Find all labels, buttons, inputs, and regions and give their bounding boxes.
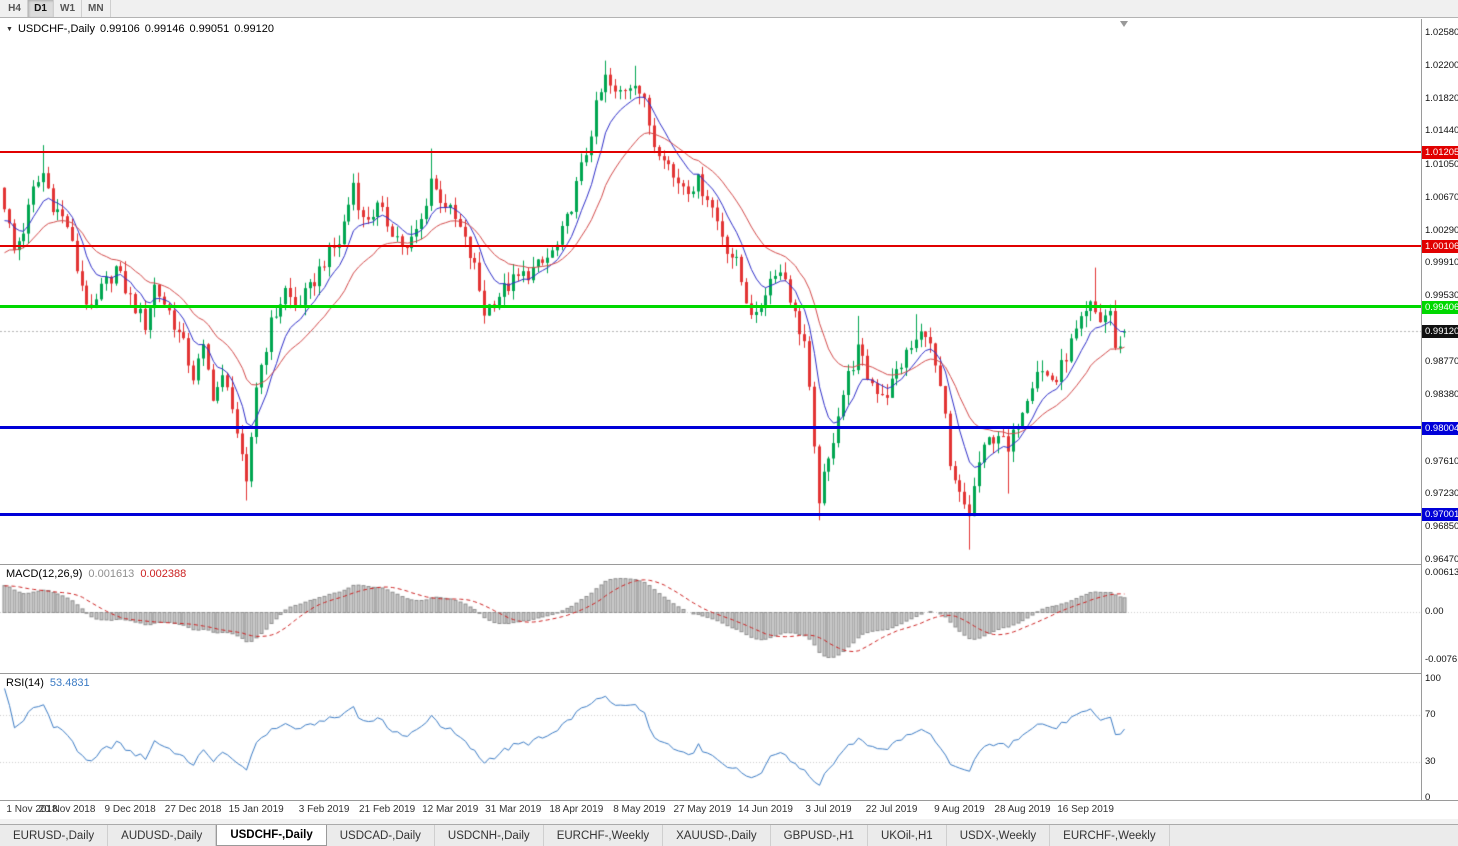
time-axis-label: 15 Jan 2019 — [228, 804, 284, 815]
macd-panel-separator[interactable] — [0, 564, 1458, 565]
price-axis-label: 0.99910 — [1425, 257, 1458, 268]
price-axis-label: 1.02580 — [1425, 27, 1458, 38]
chart-dropdown-icon[interactable]: ▼ — [6, 25, 13, 33]
time-axis-label: 8 May 2019 — [613, 804, 666, 815]
price-level-badge: 1.01205 — [1422, 146, 1458, 159]
rsi-axis-label: 100 — [1425, 673, 1441, 684]
chart-tab-eurchf-weekly[interactable]: EURCHF-,Weekly — [543, 825, 664, 846]
price-axis-label: 1.01440 — [1425, 125, 1458, 136]
price-level-badge: 0.98004 — [1422, 422, 1458, 435]
price-axis[interactable]: 1.02580 1.02200 1.01820 1.01440 1.01050 1.006… — [1421, 19, 1458, 803]
chart-tab-usdx-weekly[interactable]: USDX-,Weekly — [946, 825, 1051, 846]
chart-symbol-label: USDCHF-,Daily — [17, 23, 95, 35]
time-axis-label: 18 Apr 2019 — [549, 804, 604, 815]
time-axis-label: 31 Mar 2019 — [485, 804, 542, 815]
macd-panel-canvas[interactable] — [0, 565, 1421, 673]
rsi-header: RSI(14) 53.4831 — [6, 677, 90, 689]
price-axis-label: 1.01050 — [1425, 159, 1458, 170]
rsi-axis-label: 70 — [1425, 709, 1436, 720]
macd-axis-label: 0.00613 — [1425, 567, 1458, 578]
timeframe-button-d1[interactable]: D1 — [28, 0, 54, 17]
price-axis-label: 1.00670 — [1425, 192, 1458, 203]
time-axis-label: 12 Mar 2019 — [422, 804, 479, 815]
time-axis-label: 28 Aug 2019 — [994, 804, 1051, 815]
rsi-axis-label: 0 — [1425, 792, 1431, 803]
time-axis-label: 9 Dec 2018 — [104, 804, 156, 815]
macd-header: MACD(12,26,9) 0.001613 0.002388 — [6, 568, 186, 580]
time-axis-label: 3 Jul 2019 — [805, 804, 852, 815]
time-axis-label: 1 Nov 2018 — [6, 804, 58, 815]
time-axis-label: 3 Feb 2019 — [298, 804, 350, 815]
chart-close-value: 0.99120 — [234, 23, 274, 35]
price-axis-label: 0.97610 — [1425, 456, 1458, 467]
price-level-badge: 0.99406 — [1422, 301, 1458, 314]
macd-label: MACD(12,26,9) — [6, 568, 83, 580]
price-axis-label: 0.99530 — [1425, 290, 1458, 301]
chart-high-value: 0.99146 — [144, 23, 185, 35]
price-axis-label: 0.97230 — [1425, 488, 1458, 499]
price-axis-label: 1.01820 — [1425, 93, 1458, 104]
support-resistance-line[interactable] — [0, 245, 1421, 247]
chart-tab-usdcad-daily[interactable]: USDCAD-,Daily — [326, 825, 435, 846]
price-axis-label: 1.02200 — [1425, 60, 1458, 71]
rsi-axis-label: 30 — [1425, 756, 1436, 767]
time-axis-separator — [0, 800, 1458, 801]
price-chart-canvas[interactable] — [0, 19, 1421, 564]
chart-tab-ukoil-h1[interactable]: UKOil-,H1 — [867, 825, 947, 846]
time-axis-label: 27 Dec 2018 — [164, 804, 222, 815]
timeframe-buttons: H4 D1 W1 MN — [2, 0, 111, 17]
time-axis-label: 16 Sep 2019 — [1057, 804, 1114, 815]
chart-tabs-bar: EURUSD-,Daily AUDUSD-,Daily USDCHF-,Daily U… — [0, 824, 1458, 846]
time-axis[interactable]: 1 Nov 2018 20 Nov 2018 9 Dec 2018 27 Dec 20… — [0, 801, 1421, 818]
rsi-value: 53.4831 — [49, 677, 90, 689]
current-price-badge: 0.99120 — [1422, 325, 1458, 338]
chart-tab-audusd-daily[interactable]: AUDUSD-,Daily — [108, 825, 217, 846]
support-resistance-line[interactable] — [0, 151, 1421, 153]
macd-main-value: 0.001613 — [88, 568, 135, 580]
time-axis-label: 21 Feb 2019 — [359, 804, 416, 815]
support-resistance-line[interactable] — [0, 305, 1421, 308]
time-axis-label: 27 May 2019 — [673, 804, 732, 815]
timeframe-button-h4[interactable]: H4 — [2, 0, 28, 17]
rsi-panel-separator[interactable] — [0, 673, 1458, 674]
price-axis-label: 0.98770 — [1425, 356, 1458, 367]
chart-shift-marker-icon[interactable] — [1120, 21, 1128, 27]
support-resistance-line[interactable] — [0, 513, 1421, 516]
macd-axis-label: 0.00 — [1425, 606, 1444, 617]
time-axis-label: 22 Jul 2019 — [865, 804, 918, 815]
timeframe-button-mn[interactable]: MN — [82, 0, 111, 17]
rsi-panel-canvas[interactable] — [0, 674, 1421, 800]
chart-tab-usdcnh-daily[interactable]: USDCNH-,Daily — [434, 825, 544, 846]
chart-low-value: 0.99051 — [189, 23, 230, 35]
macd-signal-value: 0.002388 — [140, 568, 187, 580]
price-level-badge: 0.97001 — [1422, 508, 1458, 521]
chart-open-value: 0.99106 — [99, 23, 140, 35]
support-resistance-line[interactable] — [0, 426, 1421, 429]
chart-header: ▼ USDCHF-,Daily 0.99106 0.99146 0.99051 … — [6, 23, 274, 35]
time-axis-label: 9 Aug 2019 — [934, 804, 985, 815]
chart-tab-gbpusd-h1[interactable]: GBPUSD-,H1 — [770, 825, 868, 846]
price-level-badge: 1.00106 — [1422, 240, 1458, 253]
chart-tab-eurusd-daily[interactable]: EURUSD-,Daily — [0, 825, 109, 846]
chart-tab-xauusd-daily[interactable]: XAUUSD-,Daily — [663, 825, 771, 846]
chart-tab-usdchf-daily[interactable]: USDCHF-,Daily — [216, 825, 327, 846]
price-axis-label: 0.96470 — [1425, 554, 1458, 565]
rsi-label: RSI(14) — [6, 677, 44, 689]
horizontal-scrollbar[interactable] — [0, 819, 1458, 824]
chart-tab-eurchf-weekly[interactable]: EURCHF-,Weekly — [1050, 825, 1170, 846]
time-axis-label: 14 Jun 2019 — [737, 804, 793, 815]
price-axis-label: 1.00290 — [1425, 225, 1458, 236]
time-axis-label: 20 Nov 2018 — [38, 804, 96, 815]
price-axis-label: 0.98380 — [1425, 389, 1458, 400]
timeframe-button-w1[interactable]: W1 — [54, 0, 82, 17]
price-axis-label: 0.96850 — [1425, 521, 1458, 532]
timeframe-toolbar: H4 D1 W1 MN — [0, 0, 1458, 18]
